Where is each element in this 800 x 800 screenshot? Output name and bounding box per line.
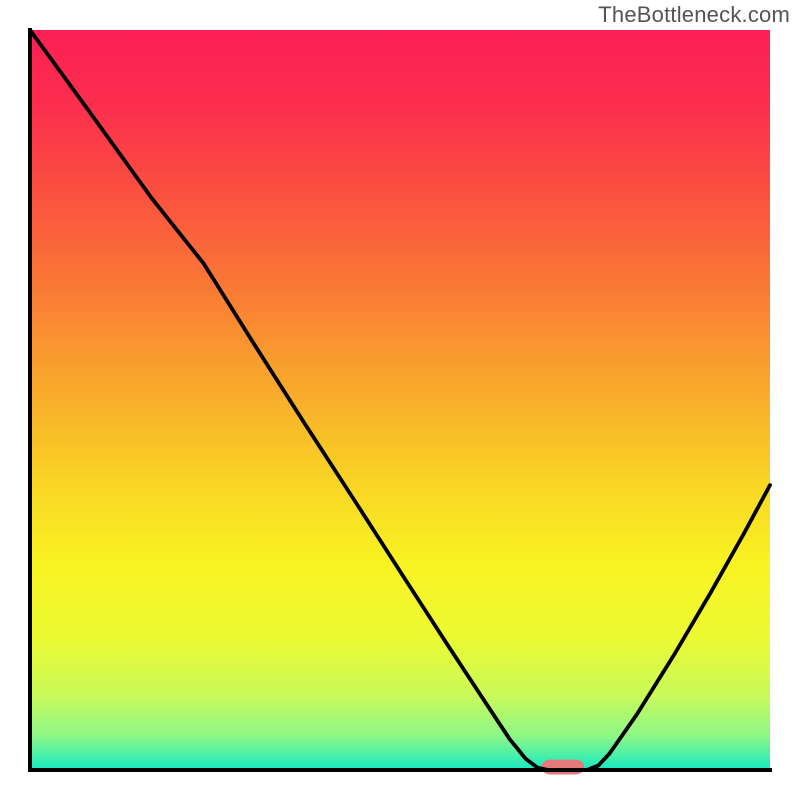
watermark-label: TheBottleneck.com (598, 2, 790, 28)
plot-background (30, 30, 770, 770)
bottleneck-curve-chart (0, 0, 800, 800)
chart-container: TheBottleneck.com (0, 0, 800, 800)
optimal-marker (541, 760, 584, 775)
